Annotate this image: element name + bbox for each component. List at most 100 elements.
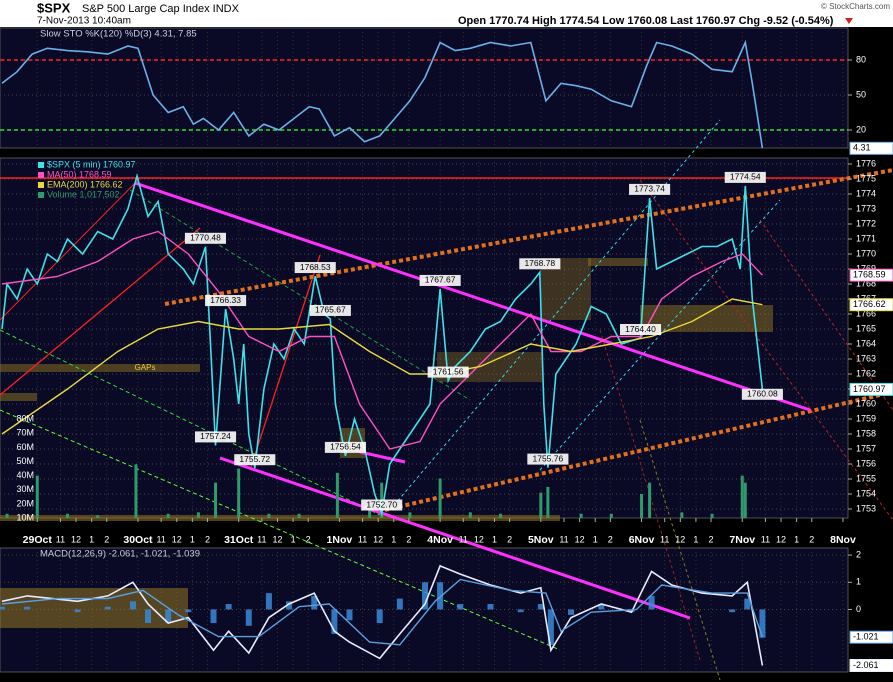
x-tick-label: 5Nov bbox=[528, 534, 554, 546]
legend-text: MACD(12,26,9) -2.061, -1.021, -1.039 bbox=[40, 549, 200, 560]
volume-bar bbox=[468, 512, 472, 518]
y-tick-label: 1753 bbox=[856, 503, 876, 513]
annotation: 1770.48 bbox=[190, 233, 221, 243]
y-tick-label: 1771 bbox=[856, 233, 876, 243]
annotation: 1756.54 bbox=[330, 442, 361, 452]
histogram-bar bbox=[24, 606, 31, 610]
legend-text: EMA(200) 1766.62 bbox=[47, 179, 123, 189]
last-value-label: 1768.59 bbox=[853, 270, 886, 280]
y-tick-label: 1774 bbox=[856, 188, 876, 198]
annotation-box bbox=[324, 441, 366, 453]
histogram-bar bbox=[145, 609, 152, 624]
quote: Open 1770.74 High 1774.54 Low 1760.08 La… bbox=[458, 15, 834, 27]
x-tick-label: 6Nov bbox=[629, 534, 655, 546]
y-tick-label: 1769 bbox=[856, 263, 876, 273]
x-tick-label: 1 bbox=[291, 534, 296, 544]
volume-bar bbox=[408, 512, 412, 518]
panel-layer bbox=[0, 27, 849, 673]
down-arrow bbox=[845, 18, 853, 24]
histogram-bar bbox=[185, 609, 192, 613]
x-tick-label: 1 bbox=[492, 534, 497, 544]
volume-bar bbox=[609, 513, 613, 518]
histogram-bar bbox=[129, 601, 136, 610]
histogram-bar bbox=[245, 609, 252, 626]
legend-text: Slow STO %K(120) %D(3) 4.31, 7.85 bbox=[40, 29, 197, 40]
series-line bbox=[1, 298, 763, 435]
legend-swatch bbox=[38, 172, 44, 178]
volume-bar bbox=[196, 512, 200, 518]
y-tick-label: 1772 bbox=[856, 218, 876, 228]
annotation: 1764.40 bbox=[625, 324, 656, 334]
y2-tick-label: 30M bbox=[16, 484, 34, 494]
volume-bar bbox=[680, 512, 684, 518]
last-value-label: -1.021 bbox=[853, 632, 879, 642]
x-tick-label: 2 bbox=[406, 534, 411, 544]
volume-bar bbox=[710, 513, 714, 518]
histogram-bar bbox=[547, 609, 554, 645]
annotation: 1767.67 bbox=[425, 275, 456, 285]
x-tick-label: 12 bbox=[776, 534, 786, 544]
series-line bbox=[1, 172, 764, 517]
y-tick-label: 80 bbox=[856, 54, 866, 64]
annotation-box bbox=[419, 274, 461, 286]
y-tick-label: 1764 bbox=[856, 338, 876, 348]
series-group bbox=[1, 172, 764, 518]
histogram-bar bbox=[346, 609, 353, 621]
annotation-box bbox=[619, 324, 662, 335]
annotation-box bbox=[361, 499, 403, 511]
x-tick-label: 1 bbox=[89, 534, 94, 544]
legend-swatch bbox=[38, 162, 44, 168]
y2-tick-label: 70M bbox=[16, 428, 34, 438]
annotation-box bbox=[741, 388, 783, 400]
y-tick-label: 1766 bbox=[856, 308, 876, 318]
last-value-label: 1760.97 bbox=[853, 384, 886, 394]
y-tick-label: 1760 bbox=[856, 398, 876, 408]
histogram-bar bbox=[598, 604, 605, 610]
volume-bar bbox=[267, 513, 271, 518]
annotation: 1774.54 bbox=[730, 172, 761, 182]
y-tick-label: 1759 bbox=[856, 413, 876, 423]
x-tick-label: 29Oct bbox=[23, 534, 53, 546]
series-group bbox=[0, 564, 766, 666]
x-tick-label: 2 bbox=[709, 534, 714, 544]
x-tick-label: 11 bbox=[257, 534, 266, 544]
x-tick-label: 11 bbox=[660, 534, 669, 544]
histogram-bar bbox=[487, 604, 494, 610]
y2-tick-label: 40M bbox=[16, 470, 34, 480]
x-tick-label: 30Oct bbox=[123, 534, 153, 546]
x-tick-label: 12 bbox=[172, 534, 182, 544]
annotation-box bbox=[205, 295, 247, 307]
annotation-box bbox=[724, 171, 766, 183]
x-tick-label: 12 bbox=[272, 534, 282, 544]
histogram-bar bbox=[457, 604, 464, 610]
series-group bbox=[1, 39, 764, 148]
histogram-bar bbox=[648, 595, 655, 610]
y2-tick-label: 60M bbox=[16, 442, 34, 452]
histogram-bar bbox=[376, 609, 383, 624]
y-tick-label: 20 bbox=[856, 124, 866, 134]
annotation-box bbox=[629, 183, 671, 195]
last-value-box bbox=[849, 141, 893, 155]
histogram-bar bbox=[165, 609, 172, 624]
x-tick-label: 1 bbox=[593, 534, 598, 544]
series-line bbox=[1, 39, 764, 148]
histogram-bar bbox=[210, 609, 217, 624]
y-tick-label: 1765 bbox=[856, 323, 876, 333]
annotation-box bbox=[194, 431, 237, 443]
annotation-box bbox=[234, 454, 276, 466]
last-value-label: 1766.62 bbox=[853, 299, 886, 309]
x-tick-label: 12 bbox=[575, 534, 585, 544]
y-tick-label: 1 bbox=[856, 577, 861, 587]
annotation: 1761.56 bbox=[433, 366, 464, 376]
last-value-label: 4.31 bbox=[853, 143, 871, 153]
y2-tick-label: 80M bbox=[16, 414, 34, 424]
x-tick-label: 31Oct bbox=[224, 534, 254, 546]
volume-bar bbox=[134, 464, 138, 518]
last-value-box bbox=[849, 630, 893, 644]
volume-bar bbox=[5, 513, 9, 518]
volume-bar bbox=[96, 515, 100, 518]
y2-tick-label: 20M bbox=[16, 498, 34, 508]
histogram-bar bbox=[568, 609, 575, 615]
legend-swatch bbox=[38, 192, 44, 198]
